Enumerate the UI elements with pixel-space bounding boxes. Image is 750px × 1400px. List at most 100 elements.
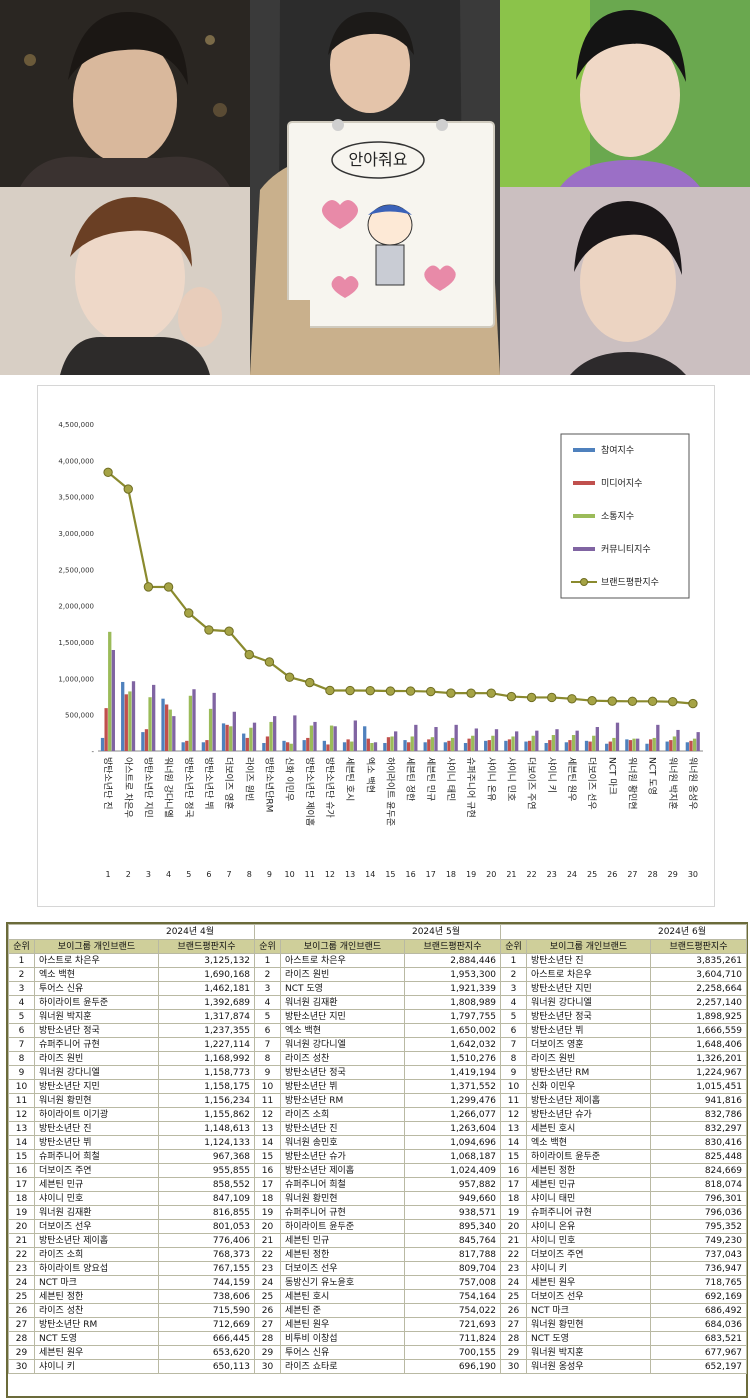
table-row: 12 방탄소년단 슈가 832,786: [500, 1107, 748, 1122]
bar-소통지수: [692, 738, 697, 751]
table-row: 17 슈퍼주니어 희철 957,882: [254, 1177, 502, 1192]
bar-커뮤니티지수: [293, 715, 297, 751]
table-row: 17 세븐틴 민규 818,074: [500, 1177, 748, 1192]
brand-cell: 방탄소년단 정국: [526, 1009, 651, 1024]
bar-미디어지수: [386, 737, 391, 751]
index-cell: 715,590: [157, 1303, 256, 1318]
rank-cell: 12: [254, 1107, 281, 1122]
rank-cell: 3: [254, 981, 281, 996]
rank-cell: 24: [254, 1275, 281, 1290]
rank-cell: 5: [254, 1009, 281, 1024]
bar-커뮤니티지수: [434, 727, 438, 751]
brand-cell: 샤이니 민호: [34, 1191, 159, 1206]
x-rank-label: 15: [385, 870, 395, 879]
table-row: 19 워너원 김재환 816,855: [8, 1205, 256, 1220]
table-row: 9 워너원 강다니엘 1,158,773: [8, 1065, 256, 1080]
index-cell: 1,666,559: [649, 1023, 748, 1038]
brand-cell: NCT 도영: [34, 1331, 159, 1346]
index-cell: 737,043: [649, 1247, 748, 1262]
index-cell: 938,571: [403, 1205, 502, 1220]
brand-cell: 더보이즈 영훈: [526, 1037, 651, 1052]
table-row: 10 방탄소년단 지민 1,158,175: [8, 1079, 256, 1094]
table-row: 5 워너원 박지훈 1,317,874: [8, 1009, 256, 1024]
brand-cell: 라이즈 성찬: [34, 1303, 159, 1318]
bar-미디어지수: [144, 729, 149, 751]
bar-커뮤니티지수: [636, 738, 640, 751]
x-category-label: 더보이즈 영훈: [223, 757, 235, 810]
rank-cell: 16: [8, 1163, 35, 1178]
bar-참여지수: [463, 743, 468, 751]
brand-cell: 워너원 강다니엘: [34, 1065, 159, 1080]
bar-참여지수: [564, 742, 569, 751]
table-row: 14 워너원 송민호 1,094,696: [254, 1135, 502, 1150]
bar-소통지수: [592, 735, 596, 751]
brand-cell: 더보이즈 선우: [526, 1289, 651, 1304]
rank-cell: 18: [8, 1191, 35, 1206]
rank-cell: 22: [8, 1247, 35, 1262]
index-cell: 1,419,194: [403, 1065, 502, 1080]
rank-cell: 13: [500, 1121, 527, 1136]
ranking-tables: 2024년 4월 순위 보이그룹 개인브랜드 브랜드평판지수 1 아스트로 차은우 3,12…: [6, 922, 748, 1398]
brand-cell: 워너원 김재환: [280, 995, 405, 1010]
index-cell: 1,124,133: [157, 1135, 256, 1150]
rank-cell: 22: [254, 1247, 281, 1262]
bar-소통지수: [329, 725, 334, 751]
bar-소통지수: [471, 735, 475, 751]
brand-cell: 슈퍼주니어 희철: [280, 1177, 405, 1192]
bar-소통지수: [491, 735, 495, 751]
table-row: 20 샤이니 온유 795,352: [500, 1219, 748, 1234]
bar-커뮤니티지수: [676, 729, 680, 751]
line-point: [204, 625, 214, 635]
x-category-label: 세븐틴 원우: [566, 757, 577, 801]
brand-cell: 방탄소년단 진: [34, 1121, 159, 1136]
x-category-label: 방탄소년단 뷔: [203, 757, 214, 810]
line-point: [385, 686, 396, 696]
x-category-label: 워너원 박지훈: [667, 757, 679, 810]
brand-cell: 엑소 백현: [34, 967, 159, 982]
y-tick-label: 2,000,000: [58, 603, 94, 611]
x-rank-label: 4: [166, 870, 171, 879]
bar-참여지수: [141, 732, 145, 751]
index-cell: 666,445: [157, 1331, 256, 1346]
brand-cell: 아스트로 차은우: [526, 967, 651, 982]
y-tick-label: -: [91, 748, 94, 756]
column-header-rank: 순위: [500, 939, 527, 954]
rank-cell: 27: [254, 1317, 281, 1332]
y-tick-label: 3,500,000: [58, 494, 94, 502]
table-row: 28 NCT 도영 666,445: [8, 1331, 256, 1346]
bar-커뮤니티지수: [656, 724, 660, 751]
column-header-brand: 보이그룹 개인브랜드: [280, 939, 405, 954]
index-cell: 1,462,181: [157, 981, 256, 996]
bar-미디어지수: [225, 724, 229, 751]
brand-cell: NCT 도영: [526, 1331, 651, 1346]
x-rank-label: 20: [486, 870, 496, 879]
x-rank-label: 8: [247, 870, 252, 879]
bar-미디어지수: [346, 739, 350, 751]
bar-미디어지수: [507, 739, 512, 751]
brand-cell: 하이라이트 이기광: [34, 1107, 159, 1122]
index-cell: 1,299,476: [403, 1093, 502, 1108]
x-rank-label: 11: [305, 870, 315, 879]
table-row: 13 방탄소년단 진 1,263,604: [254, 1121, 502, 1136]
rank-cell: 11: [8, 1093, 35, 1108]
bar-미디어지수: [467, 738, 471, 751]
bar-미디어지수: [326, 744, 330, 751]
month-title: 2024년 5월: [253, 924, 502, 940]
index-cell: 796,301: [649, 1191, 748, 1206]
rank-cell: 7: [8, 1037, 35, 1052]
bar-커뮤니티지수: [273, 716, 277, 751]
brand-cell: 더보이즈 주연: [34, 1163, 159, 1178]
line-point: [264, 657, 275, 667]
brand-cell: 세븐틴 정한: [280, 1247, 405, 1262]
line-point: [405, 686, 416, 696]
bar-미디어지수: [689, 740, 693, 751]
index-cell: 1,148,613: [157, 1121, 256, 1136]
bar-커뮤니티지수: [555, 729, 559, 751]
x-category-label: 세븐틴 민규: [425, 757, 436, 801]
bar-참여지수: [443, 742, 448, 751]
table-row: 7 워너원 강다니엘 1,642,032: [254, 1037, 502, 1052]
brand-cell: 워너원 강다니엘: [526, 995, 651, 1010]
rank-cell: 15: [8, 1149, 35, 1164]
line-point: [325, 685, 335, 696]
brand-cell: 동방신기 유노윤호: [280, 1275, 405, 1290]
